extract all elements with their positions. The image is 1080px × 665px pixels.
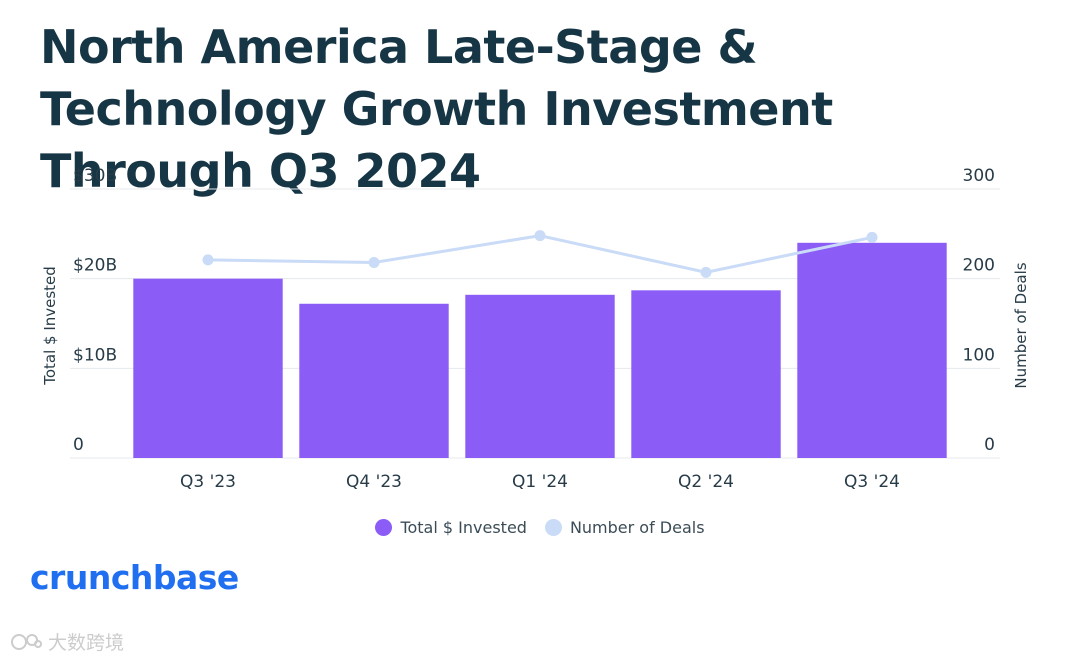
watermark: 大数跨境 <box>10 628 124 655</box>
x-tick: Q2 '24 <box>678 472 734 492</box>
y-tick-left: $20B <box>73 256 117 276</box>
legend-label-invested: Total $ Invested <box>400 518 527 537</box>
y-axis-right-ticks: 0 100 200 300 <box>963 166 995 455</box>
legend-label-deals: Number of Deals <box>569 518 705 537</box>
deals-line <box>202 230 878 278</box>
bar <box>133 278 283 458</box>
legend-item-deals[interactable]: Number of Deals <box>544 518 705 537</box>
watermark-icon <box>11 633 42 650</box>
legend-item-invested[interactable]: Total $ Invested <box>375 518 527 537</box>
y-tick-right: 300 <box>963 166 995 186</box>
deals-point <box>368 257 380 269</box>
deals-point <box>700 266 712 278</box>
chart: 0 $10B $20B $30B 0 100 200 300 Q3 '23 Q4 '23 Q1 … <box>41 166 1030 492</box>
y-tick-right: 200 <box>963 256 995 276</box>
y-tick-right: 100 <box>963 345 995 365</box>
deals-line-path <box>207 234 873 274</box>
x-axis-ticks: Q3 '23 Q4 '23 Q1 '24 Q2 '24 Q3 '24 <box>180 472 900 492</box>
chart-title: North America Late-Stage & Technology Gr… <box>40 20 833 198</box>
bars <box>133 242 947 458</box>
y-tick-left: $30B <box>73 166 117 186</box>
legend-swatch-invested <box>375 519 393 536</box>
crunchbase-logo: crunchbase <box>30 558 239 597</box>
x-tick: Q3 '24 <box>844 472 900 492</box>
bar <box>465 294 615 458</box>
y-axis-right-title: Number of Deals <box>1012 262 1030 388</box>
deals-point <box>866 231 878 243</box>
bar <box>797 242 947 458</box>
x-tick: Q4 '23 <box>346 472 402 492</box>
y-tick-left: 0 <box>73 435 84 455</box>
watermark-text: 大数跨境 <box>48 632 125 654</box>
bar <box>299 303 449 458</box>
x-tick: Q3 '23 <box>180 472 236 492</box>
x-tick: Q1 '24 <box>512 472 568 492</box>
legend-swatch-deals <box>544 519 562 536</box>
deals-point <box>202 254 214 266</box>
deals-point <box>534 230 546 242</box>
bar <box>631 290 781 458</box>
y-axis-left-title: Total $ Invested <box>41 266 59 386</box>
y-tick-left: $10B <box>73 345 117 365</box>
y-tick-right: 0 <box>984 435 995 455</box>
legend: Total $ Invested Number of Deals <box>0 518 1080 537</box>
y-axis-left-ticks: 0 $10B $20B $30B <box>73 166 117 455</box>
